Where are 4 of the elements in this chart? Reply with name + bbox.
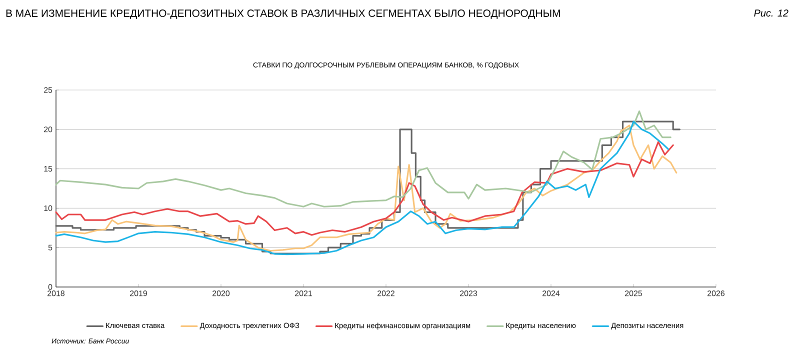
chart-title: В МАЕ ИЗМЕНЕНИЕ КРЕДИТНО-ДЕПОЗИТНЫХ СТАВОК В РАЗЛИЧНЫХ СЕГМЕНТАХ БЫЛО НЕОДНОРОДНЫМ xyxy=(6,10,560,19)
text: Рис. 12 xyxy=(754,10,788,17)
line-series xyxy=(55,110,672,208)
line-series xyxy=(55,141,674,236)
